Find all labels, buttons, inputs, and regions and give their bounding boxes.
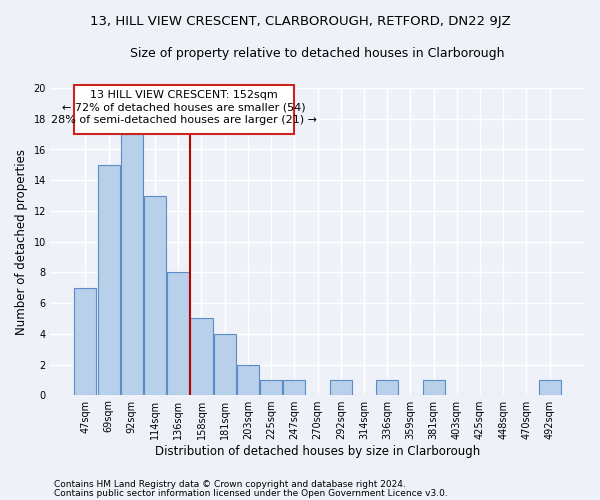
Bar	[98, 165, 119, 396]
Bar	[539, 380, 560, 396]
Bar	[237, 364, 259, 396]
Bar	[167, 272, 190, 396]
Bar	[330, 380, 352, 396]
Text: Contains public sector information licensed under the Open Government Licence v3: Contains public sector information licen…	[54, 488, 448, 498]
Bar	[283, 380, 305, 396]
Text: 13, HILL VIEW CRESCENT, CLARBOROUGH, RETFORD, DN22 9JZ: 13, HILL VIEW CRESCENT, CLARBOROUGH, RET…	[89, 15, 511, 28]
Text: 28% of semi-detached houses are larger (21) →: 28% of semi-detached houses are larger (…	[51, 116, 317, 126]
Text: ← 72% of detached houses are smaller (54): ← 72% of detached houses are smaller (54…	[62, 102, 306, 113]
Bar	[144, 196, 166, 396]
Title: Size of property relative to detached houses in Clarborough: Size of property relative to detached ho…	[130, 48, 505, 60]
Bar	[376, 380, 398, 396]
Text: 13 HILL VIEW CRESCENT: 152sqm: 13 HILL VIEW CRESCENT: 152sqm	[90, 90, 278, 100]
Bar	[214, 334, 236, 396]
Bar	[422, 380, 445, 396]
Bar	[121, 134, 143, 396]
Bar	[190, 318, 212, 396]
FancyBboxPatch shape	[74, 85, 295, 134]
Y-axis label: Number of detached properties: Number of detached properties	[15, 148, 28, 334]
Text: Contains HM Land Registry data © Crown copyright and database right 2024.: Contains HM Land Registry data © Crown c…	[54, 480, 406, 489]
Bar	[74, 288, 97, 396]
Bar	[260, 380, 282, 396]
X-axis label: Distribution of detached houses by size in Clarborough: Distribution of detached houses by size …	[155, 444, 480, 458]
